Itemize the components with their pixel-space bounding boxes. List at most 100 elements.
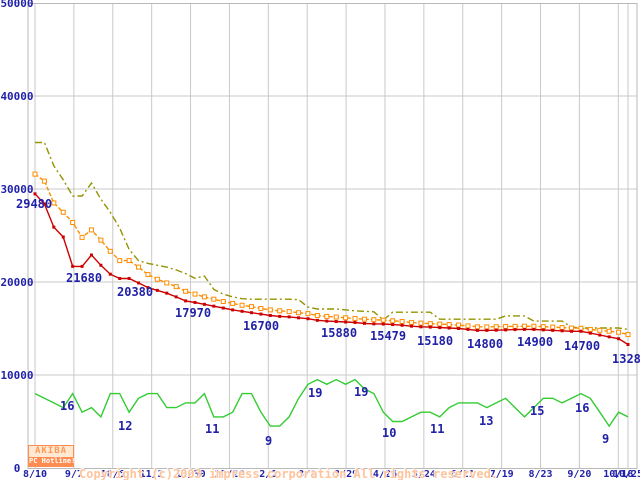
y-axis-tick-label: 40000 — [0, 90, 33, 103]
x-axis-tick-label: 7/19 — [490, 469, 514, 480]
series-lowest-price-marker — [118, 276, 122, 280]
series-lowest-price-line — [34, 193, 629, 346]
series-lowest-price-marker — [193, 300, 197, 304]
series-lowest-price-marker — [475, 328, 479, 332]
price-value-label: 14800 — [467, 337, 503, 351]
shop-count-label: 13 — [479, 414, 493, 428]
x-axis-tick-label: 8/23 — [528, 469, 552, 480]
series-average-price-marker — [211, 296, 217, 302]
series-average-price-marker — [550, 324, 556, 330]
series-lowest-price-marker — [89, 253, 93, 257]
series-average-price-marker — [324, 313, 330, 319]
series-lowest-price-marker — [410, 324, 414, 328]
price-value-label: 20380 — [117, 285, 153, 299]
series-average-price-marker — [117, 258, 123, 264]
series-lowest-price-marker — [522, 327, 526, 331]
series-average-price-marker — [60, 209, 66, 215]
series-average-price-marker — [390, 318, 396, 324]
series-lowest-price-marker — [466, 327, 470, 331]
series-lowest-price-marker — [249, 311, 253, 315]
series-lowest-price-marker — [259, 312, 263, 316]
series-average-price-marker — [597, 327, 603, 333]
x-axis-tick-label: 11/2 — [140, 469, 164, 480]
series-average-price-marker — [361, 316, 367, 322]
shop-count-label: 12 — [118, 419, 132, 433]
series-average-price-marker — [107, 248, 113, 254]
series-lowest-price-marker — [71, 264, 75, 268]
series-average-price-marker — [559, 325, 565, 331]
series-lowest-price-marker — [617, 337, 621, 341]
price-value-label: 14900 — [517, 335, 553, 349]
series-average-price-marker — [521, 323, 527, 329]
x-axis-tick-label: 5/24 — [412, 469, 436, 480]
x-axis-tick-label: 6/21 — [451, 469, 475, 480]
x-axis-tick-label: 11/30 — [175, 469, 205, 480]
series-lowest-price-marker — [306, 317, 310, 321]
series-average-price-marker — [183, 288, 189, 294]
series-average-price-marker — [267, 307, 273, 313]
series-lowest-price-marker — [344, 320, 348, 324]
series-average-price-marker — [248, 304, 254, 310]
x-axis-tick-label: 8/10 — [23, 469, 47, 480]
price-value-label: 17970 — [175, 306, 211, 320]
series-average-price-marker — [484, 324, 490, 330]
series-lowest-price-marker — [231, 308, 235, 312]
series-average-price-marker — [220, 299, 226, 305]
shop-count-label: 10 — [382, 426, 396, 440]
shop-count-label: 16 — [575, 401, 589, 415]
series-lowest-price-marker — [457, 327, 461, 330]
series-lowest-price-marker — [165, 291, 169, 295]
series-average-price-marker — [531, 323, 537, 329]
series-lowest-price-marker — [108, 272, 112, 276]
series-average-price-marker — [625, 332, 631, 338]
series-lowest-price-marker — [202, 302, 206, 306]
y-axis-tick-label: 10000 — [0, 369, 33, 382]
series-lowest-price-marker — [221, 306, 225, 310]
series-lowest-price-marker — [353, 320, 357, 324]
series-lowest-price-marker — [532, 327, 536, 331]
shop-count-label: 19 — [308, 386, 322, 400]
series-lowest-price-marker — [504, 328, 508, 332]
price-value-label: 15880 — [321, 326, 357, 340]
series-average-price-marker — [578, 325, 584, 331]
shop-count-label: 11 — [205, 422, 219, 436]
series-average-price-marker — [503, 324, 509, 330]
shop-count-label: 11 — [430, 422, 444, 436]
series-highest-price-line — [35, 141, 629, 331]
series-average-price-marker — [512, 323, 518, 329]
series-average-price-marker — [446, 322, 452, 328]
series-shop-count-line — [34, 378, 629, 428]
series-average-price-line — [34, 173, 629, 336]
series-average-price-marker — [258, 306, 264, 312]
series-average-price-marker — [32, 171, 38, 177]
y-axis-tick-label: 20000 — [0, 276, 33, 289]
series-lowest-price-marker — [438, 326, 442, 330]
price-value-label: 15479 — [370, 329, 406, 343]
series-average-price-marker — [201, 294, 207, 300]
x-axis-tick-label: 10/25 — [613, 469, 640, 480]
series-average-price-marker — [286, 309, 292, 315]
series-average-price-marker — [70, 219, 76, 225]
shop-count-label: 9 — [602, 432, 609, 446]
series-lowest-price-marker — [240, 309, 244, 313]
x-axis-tick-label: 9/7 — [65, 469, 83, 480]
x-axis-tick-label: 12/28 — [214, 469, 244, 480]
series-lowest-price-marker — [184, 299, 188, 303]
series-lowest-price-marker — [80, 264, 84, 268]
series-lowest-price-marker — [391, 323, 395, 327]
series-average-price-marker — [606, 328, 612, 334]
series-average-price-marker — [126, 258, 132, 264]
series-average-price-marker — [173, 284, 179, 290]
series-average-price-marker — [465, 323, 471, 329]
series-average-price-marker — [587, 326, 593, 332]
series-lowest-price-marker — [400, 323, 404, 327]
series-average-price-marker — [277, 308, 283, 314]
price-value-label: 29480 — [16, 197, 52, 211]
series-average-price-marker — [164, 280, 170, 286]
series-lowest-price-marker — [61, 235, 65, 239]
y-axis-tick-label: 30000 — [0, 183, 33, 196]
series-average-price-marker — [343, 315, 349, 321]
series-average-price-marker — [136, 264, 142, 270]
